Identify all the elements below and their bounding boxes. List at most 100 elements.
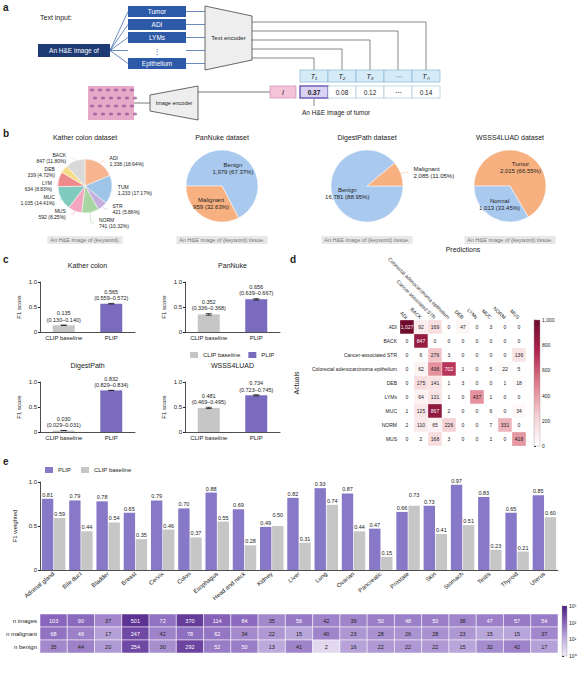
svg-text:BACK: BACK — [383, 338, 397, 344]
svg-text:1,979 (67.37%): 1,979 (67.37%) — [212, 169, 253, 175]
svg-text:Lung: Lung — [314, 571, 328, 584]
svg-text:600: 600 — [542, 367, 551, 373]
svg-text:(0.130–0.140): (0.130–0.140) — [47, 317, 81, 323]
svg-text:42: 42 — [323, 618, 329, 624]
svg-text:276: 276 — [431, 352, 440, 358]
svg-text:An H&E image of {keyword} tiss: An H&E image of {keyword} tissue. — [179, 237, 265, 243]
svg-text:959 (32.63%): 959 (32.63%) — [193, 204, 229, 210]
svg-text:0: 0 — [448, 338, 451, 344]
svg-text:0: 0 — [179, 329, 183, 335]
svg-text:LYMs: LYMs — [385, 394, 398, 400]
svg-text:0: 0 — [518, 338, 521, 344]
svg-text:0: 0 — [179, 429, 183, 435]
svg-text:370: 370 — [185, 618, 194, 624]
svg-text:800: 800 — [542, 342, 551, 348]
svg-text:141: 141 — [431, 380, 440, 386]
svg-text:n malignant: n malignant — [6, 631, 37, 637]
svg-text:17: 17 — [541, 644, 547, 650]
svg-text:0: 0 — [34, 567, 38, 573]
svg-text:35: 35 — [51, 644, 57, 650]
svg-text:Tumor: Tumor — [512, 161, 529, 167]
svg-text:2: 2 — [325, 644, 328, 650]
svg-text:0.85: 0.85 — [533, 488, 544, 494]
svg-text:5: 5 — [490, 366, 493, 372]
svg-text:Testis: Testis — [476, 571, 492, 585]
svg-text:68: 68 — [51, 631, 57, 637]
svg-text:(0.469–0.495): (0.469–0.495) — [192, 399, 226, 405]
svg-text:0.50: 0.50 — [272, 512, 283, 518]
svg-text:0.08: 0.08 — [336, 89, 349, 96]
svg-text:0: 0 — [518, 324, 521, 330]
svg-text:0.135: 0.135 — [57, 310, 71, 316]
svg-text:a: a — [3, 2, 9, 13]
svg-text:1.0: 1.0 — [29, 379, 38, 385]
svg-text:0.352: 0.352 — [202, 299, 216, 305]
svg-text:Kather colon: Kather colon — [68, 262, 107, 269]
svg-text:Colon: Colon — [176, 571, 192, 586]
svg-text:38: 38 — [460, 618, 466, 624]
svg-text:0: 0 — [406, 380, 409, 386]
svg-text:n images: n images — [13, 618, 37, 624]
svg-text:0: 0 — [34, 329, 38, 335]
svg-text:Epithelium: Epithelium — [142, 60, 172, 68]
svg-text:0: 0 — [504, 338, 507, 344]
svg-text:0.83: 0.83 — [478, 490, 489, 496]
svg-text:Prostate: Prostate — [389, 570, 410, 589]
svg-text:0: 0 — [542, 443, 545, 449]
svg-text:MUC: MUC — [386, 408, 398, 414]
svg-text:0: 0 — [476, 338, 479, 344]
svg-text:F1 weighted: F1 weighted — [12, 510, 18, 543]
svg-text:Adrenal gland: Adrenal gland — [23, 571, 55, 599]
svg-text:421 (5.86%): 421 (5.86%) — [113, 209, 141, 215]
svg-text:22: 22 — [378, 644, 384, 650]
svg-text:An H&E image of: An H&E image of — [49, 47, 99, 55]
svg-text:10⁰: 10⁰ — [569, 653, 577, 659]
svg-text:47: 47 — [487, 618, 493, 624]
svg-text:702: 702 — [445, 366, 454, 372]
svg-text:0.70: 0.70 — [179, 501, 190, 507]
svg-text:1,233 (17.17%): 1,233 (17.17%) — [118, 190, 153, 196]
svg-text:331: 331 — [501, 422, 510, 428]
svg-text:T₃: T₃ — [366, 73, 373, 80]
svg-text:0.65: 0.65 — [506, 506, 517, 512]
svg-text:2,015 (66.55%): 2,015 (66.55%) — [500, 168, 541, 174]
svg-text:0.35: 0.35 — [136, 532, 147, 538]
svg-text:136: 136 — [515, 352, 524, 358]
svg-text:0: 0 — [476, 352, 479, 358]
svg-text:DigestPath dataset: DigestPath dataset — [337, 134, 396, 142]
svg-text:0: 0 — [490, 380, 493, 386]
svg-text:1: 1 — [448, 394, 451, 400]
svg-text:0.734: 0.734 — [249, 380, 263, 386]
svg-text:23: 23 — [460, 631, 466, 637]
svg-text:Ovarian: Ovarian — [336, 571, 356, 589]
svg-text:0.60: 0.60 — [545, 510, 556, 516]
svg-text:0: 0 — [476, 366, 479, 372]
svg-text:0: 0 — [462, 352, 465, 358]
svg-text:PanNuke: PanNuke — [218, 262, 247, 269]
svg-text:T₁: T₁ — [311, 73, 318, 80]
svg-text:847 (11.80%): 847 (11.80%) — [36, 158, 66, 164]
svg-text:22: 22 — [405, 644, 411, 650]
svg-text:Skin: Skin — [424, 571, 437, 583]
svg-text:MUS: MUS — [509, 308, 522, 321]
svg-text:(0.639–0.667): (0.639–0.667) — [239, 290, 273, 296]
svg-text:Text encoder: Text encoder — [211, 35, 245, 41]
svg-text:⋯: ⋯ — [395, 89, 402, 96]
svg-text:Benign: Benign — [224, 162, 243, 168]
svg-text:1.0: 1.0 — [174, 279, 183, 285]
svg-text:56: 56 — [296, 618, 302, 624]
svg-text:0.5: 0.5 — [174, 304, 183, 310]
svg-text:110: 110 — [417, 422, 425, 428]
svg-text:Kidney: Kidney — [256, 571, 274, 587]
svg-text:114: 114 — [213, 618, 222, 624]
svg-text:13: 13 — [269, 644, 275, 650]
svg-text:92: 92 — [418, 324, 424, 330]
svg-text:42: 42 — [514, 644, 520, 650]
svg-text:65: 65 — [432, 422, 438, 428]
svg-text:1,338 (18.64%): 1,338 (18.64%) — [110, 161, 145, 167]
svg-text:0: 0 — [462, 338, 465, 344]
svg-text:Head and neck: Head and neck — [212, 570, 248, 601]
svg-text:592 (8.25%): 592 (8.25%) — [39, 214, 67, 220]
svg-text:0.73: 0.73 — [409, 492, 420, 498]
svg-text:10³: 10³ — [569, 603, 577, 609]
